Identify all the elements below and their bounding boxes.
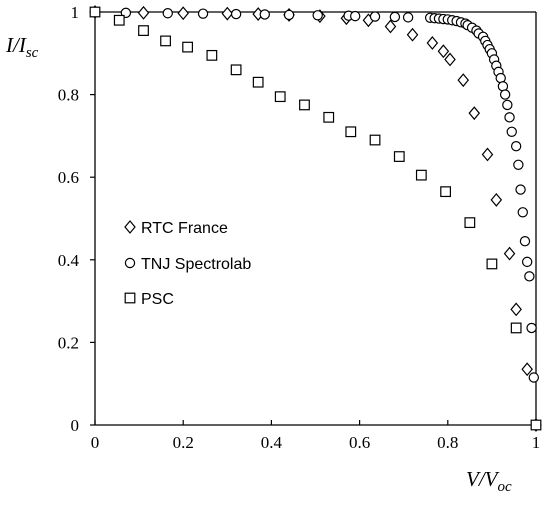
- data-point-diamond: [177, 6, 189, 21]
- y-tick-label: 0.8: [58, 86, 79, 105]
- data-point-square: [415, 169, 427, 181]
- data-point-square: [510, 322, 522, 334]
- data-point-diamond: [503, 246, 516, 261]
- data-marks: [89, 5, 542, 432]
- data-point-diamond: [457, 73, 470, 88]
- y-tick-label: 1: [71, 3, 80, 22]
- data-point-circle: [524, 271, 535, 282]
- data-point-circle: [526, 322, 537, 334]
- data-point-square: [230, 64, 242, 76]
- legend-square-symbol: [124, 292, 136, 304]
- legend-label-rtc-france: RTC France: [141, 220, 228, 237]
- data-point-circle: [521, 256, 533, 268]
- data-point-circle: [517, 207, 528, 218]
- data-point-circle: [504, 112, 515, 123]
- data-point-square: [440, 186, 451, 198]
- data-point-diamond: [426, 36, 439, 50]
- data-point-diamond: [510, 302, 522, 317]
- data-point-square: [138, 25, 149, 36]
- data-point-diamond: [444, 52, 456, 67]
- x-tick-label: 0.2: [173, 433, 194, 452]
- data-point-square: [113, 14, 125, 26]
- x-tick-label: 0.4: [261, 433, 283, 452]
- data-point-circle: [499, 89, 511, 100]
- data-point-circle: [369, 11, 381, 22]
- data-point-circle: [515, 184, 526, 195]
- data-point-square: [323, 111, 335, 123]
- data-point-circle: [528, 372, 539, 383]
- data-point-circle: [402, 12, 414, 23]
- data-point-square: [486, 258, 498, 270]
- data-point-square: [89, 6, 101, 18]
- tick-labels: 0 0.2 0.4 0.6 0.8 1 0 0.2 0.4 0.6 0.8 1: [58, 3, 541, 452]
- legend-diamond-marker: [124, 220, 136, 234]
- data-point-circle: [230, 8, 242, 20]
- data-point-circle: [513, 159, 524, 171]
- data-point-circle: [259, 9, 270, 20]
- data-point-diamond: [384, 19, 397, 34]
- legend-entry-rtc-france: RTC France: [124, 220, 228, 237]
- legend-diamond-symbol: [124, 220, 136, 234]
- data-point-square: [393, 151, 405, 162]
- legend-entry-psc: PSC: [124, 291, 174, 308]
- data-point-circle: [506, 126, 517, 137]
- data-point-diamond: [468, 106, 481, 121]
- data-point-square: [160, 35, 171, 47]
- legend-circle-marker: [124, 257, 136, 269]
- data-point-circle: [197, 8, 209, 19]
- data-point-circle: [519, 236, 531, 247]
- data-point-square: [274, 91, 286, 103]
- data-point-circle: [502, 99, 513, 111]
- x-tick-label: 1: [532, 433, 541, 452]
- x-axis-title: V/Voc: [466, 467, 512, 495]
- data-point-diamond: [137, 5, 150, 20]
- data-point-circle: [510, 141, 522, 152]
- legend-square-marker: [124, 292, 136, 304]
- data-point-diamond: [406, 27, 419, 42]
- data-point-circle: [389, 11, 401, 23]
- data-point-circle: [312, 10, 323, 21]
- legend-label-psc: PSC: [141, 291, 174, 308]
- y-tick-label: 0.6: [58, 168, 79, 187]
- legend-label-tnj-spectrolab: TNJ Spectrolab: [141, 256, 251, 273]
- data-point-circle: [283, 9, 295, 21]
- data-point-diamond: [221, 6, 234, 21]
- y-tick-label: 0: [71, 416, 80, 435]
- data-point-diamond: [521, 362, 533, 377]
- data-point-square: [252, 76, 264, 88]
- x-tick-label: 0: [91, 433, 100, 452]
- data-point-circle: [349, 10, 361, 22]
- legend: RTC France TNJ Spectrolab PSC: [124, 220, 251, 308]
- data-point-square: [464, 217, 476, 229]
- data-point-square: [345, 126, 357, 138]
- data-point-square: [182, 41, 194, 53]
- y-axis-title: I/Isc: [5, 33, 39, 61]
- series-square-points: [89, 6, 542, 431]
- data-point-diamond: [481, 147, 494, 162]
- x-tick-label: 0.8: [437, 433, 458, 452]
- data-point-diamond: [437, 44, 450, 59]
- x-tick-label: 0.6: [349, 433, 370, 452]
- data-point-circle: [162, 8, 173, 19]
- data-point-square: [369, 134, 381, 146]
- y-tick-label: 0.2: [58, 333, 79, 352]
- y-tick-label: 0.4: [58, 251, 80, 270]
- data-point-diamond: [490, 192, 503, 207]
- legend-circle-symbol: [124, 257, 136, 269]
- data-point-square: [530, 419, 542, 431]
- data-point-square: [299, 99, 310, 111]
- series-circle-points: [89, 6, 542, 431]
- tick-marks: [90, 11, 537, 426]
- legend-entry-tnj-spectrolab: TNJ Spectrolab: [124, 256, 251, 273]
- data-point-square: [206, 49, 218, 61]
